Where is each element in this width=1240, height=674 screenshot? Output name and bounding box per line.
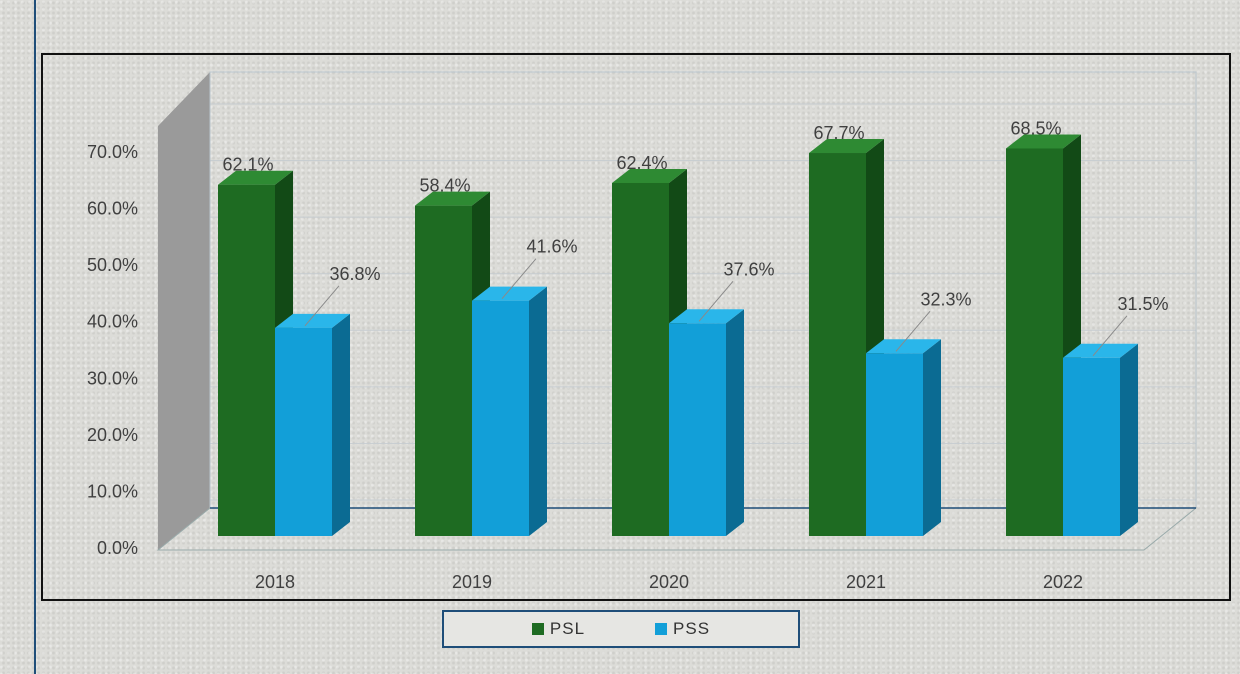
data-label-pss-2019: 41.6% (526, 237, 577, 257)
y-tick-label: 0.0% (97, 538, 138, 558)
bar-top-psl-2020 (612, 168, 687, 183)
bar-top-pss-2020 (669, 309, 744, 324)
data-label-psl-2018: 62.1% (222, 155, 273, 175)
x-tick-label-2018: 2018 (255, 572, 295, 592)
y-axis: 0.0% 10.0% 20.0% 30.0% 40.0% 50.0% 60.0% 70.0% (87, 142, 138, 558)
data-label-psl-2022: 68.5% (1010, 118, 1061, 138)
bar-pss-2019 (472, 300, 529, 536)
bar-psl-2019 (415, 205, 472, 536)
x-tick-label-2021: 2021 (846, 572, 886, 592)
bar-psl-2021 (809, 153, 866, 537)
bar-top-pss-2018 (275, 313, 350, 328)
side-wall (158, 72, 210, 550)
y-tick-label: 60.0% (87, 199, 138, 219)
bar-side-pss-2020 (726, 309, 744, 536)
bar-top-psl-2019 (415, 191, 490, 206)
bar-pss-2018 (275, 327, 332, 536)
y-tick-label: 20.0% (87, 425, 138, 445)
y-tick-label: 10.0% (87, 481, 138, 501)
bars (218, 134, 1138, 537)
leader-line-pss-2022 (1092, 315, 1128, 357)
bar-top-pss-2021 (866, 339, 941, 354)
legend-label-psl: PSL (549, 619, 586, 638)
data-labels: 62.1% 36.8% 58.4% 41.6% 62.4% 37.6% 67.7% 32.3%… (222, 118, 1169, 357)
bar-pss-2020 (669, 323, 726, 536)
bar-top-pss-2019 (472, 286, 547, 301)
bar-pss-2021 (866, 353, 923, 536)
legend-item-psl: PSL (531, 619, 586, 639)
bar-side-pss-2022 (1120, 343, 1138, 536)
legend: PSL PSS (442, 610, 800, 648)
bar-psl-2022 (1006, 148, 1063, 536)
data-label-psl-2019: 58.4% (419, 176, 470, 196)
x-axis: 2018 2019 2020 2021 2022 (255, 572, 1083, 592)
bar-psl-2018 (218, 184, 275, 537)
x-tick-label-2019: 2019 (452, 572, 492, 592)
data-label-pss-2020: 37.6% (723, 259, 774, 279)
data-label-pss-2022: 31.5% (1117, 294, 1168, 314)
bar-top-psl-2021 (809, 139, 884, 154)
plot-area-border (41, 53, 1231, 601)
bar-side-pss-2019 (529, 286, 547, 536)
legend-label-pss: PSS (673, 619, 711, 638)
data-label-pss-2021: 32.3% (920, 289, 971, 309)
x-tick-label-2020: 2020 (649, 572, 689, 592)
legend-item-pss: PSS (655, 619, 710, 639)
bar-psl-2020 (612, 182, 669, 536)
bar-top-psl-2022 (1006, 134, 1081, 149)
y-tick-label: 70.0% (87, 142, 138, 162)
bar-top-pss-2022 (1063, 343, 1138, 358)
left-frame-line (34, 0, 36, 674)
leader-line-pss-2018 (304, 285, 340, 327)
data-label-pss-2018: 36.8% (329, 264, 380, 284)
bar-side-pss-2018 (332, 313, 350, 536)
bar-pss-2022 (1063, 357, 1120, 536)
data-label-psl-2021: 67.7% (813, 123, 864, 143)
leader-line-pss-2019 (501, 258, 537, 299)
bar-side-pss-2021 (923, 339, 941, 536)
x-tick-label-2022: 2022 (1043, 572, 1083, 592)
y-tick-label: 40.0% (87, 312, 138, 332)
bar-top-psl-2018 (218, 170, 293, 185)
leader-line-pss-2020 (698, 280, 734, 322)
y-tick-label: 30.0% (87, 368, 138, 388)
data-label-psl-2020: 62.4% (616, 153, 667, 173)
leader-line-pss-2021 (895, 310, 931, 352)
legend-swatch-pss (655, 623, 668, 635)
y-tick-label: 50.0% (87, 255, 138, 275)
legend-swatch-psl (531, 623, 544, 635)
